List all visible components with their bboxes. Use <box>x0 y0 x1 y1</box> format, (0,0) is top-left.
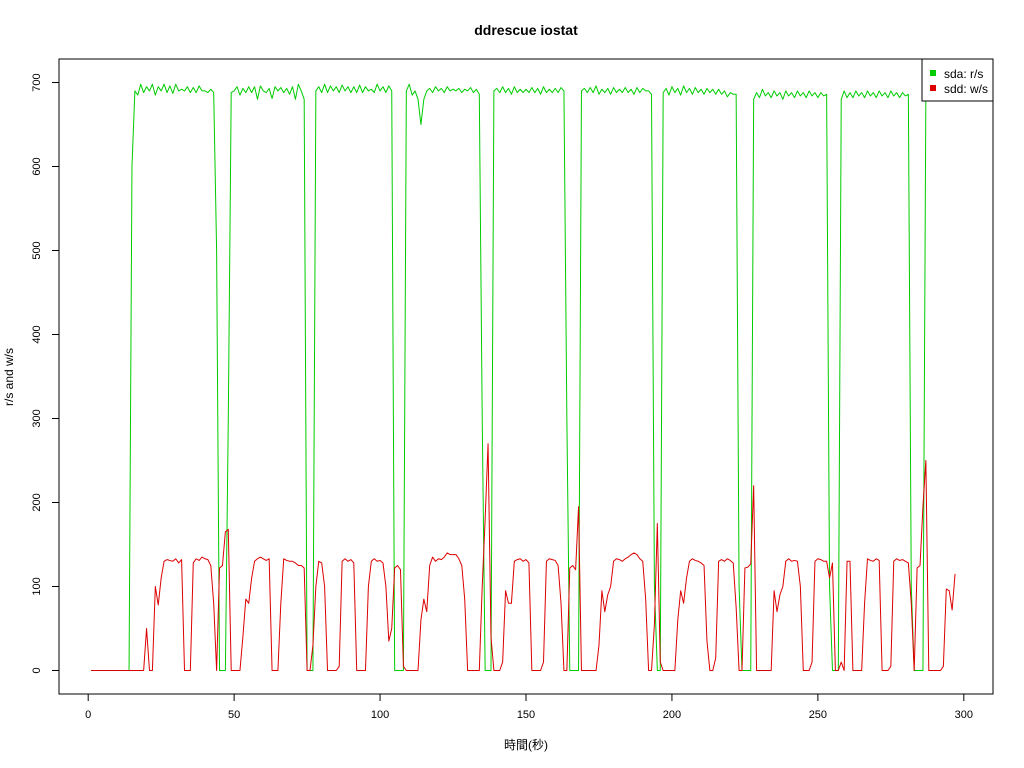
x-tick-label: 300 <box>955 709 973 721</box>
x-tick-label: 250 <box>809 709 827 721</box>
x-axis-label: 時間(秒) <box>504 738 548 752</box>
legend-swatch-sda <box>930 70 936 76</box>
y-axis: 0 100 200 300 400 500 600 700 <box>31 73 60 674</box>
chart-title: ddrescue iostat <box>474 22 578 38</box>
y-tick-label: 600 <box>31 157 43 175</box>
x-tick-label: 0 <box>85 709 91 721</box>
y-tick-label: 700 <box>31 73 43 91</box>
x-tick-label: 100 <box>371 709 389 721</box>
y-tick-label: 0 <box>31 667 43 673</box>
x-axis: 0 50 100 150 200 250 300 <box>85 693 973 721</box>
x-tick-label: 50 <box>228 709 240 721</box>
legend-label-sda: sda: r/s <box>944 67 983 81</box>
y-tick-label: 100 <box>31 577 43 595</box>
series-layer <box>91 82 956 671</box>
y-tick-label: 500 <box>31 241 43 259</box>
y-tick-label: 400 <box>31 325 43 343</box>
y-tick-label: 200 <box>31 493 43 511</box>
legend-box <box>921 58 994 102</box>
legend: sda: r/s sdd: w/s <box>921 58 994 102</box>
y-axis-label: r/s and w/s <box>2 348 16 406</box>
series-line-sdd <box>91 443 956 671</box>
x-tick-label: 150 <box>517 709 535 721</box>
plot-frame <box>58 58 994 695</box>
legend-swatch-sdd <box>930 85 936 91</box>
series-line-sda <box>91 82 930 671</box>
y-tick-label: 300 <box>31 409 43 427</box>
x-tick-label: 200 <box>663 709 681 721</box>
legend-label-sdd: sdd: w/s <box>944 82 988 96</box>
